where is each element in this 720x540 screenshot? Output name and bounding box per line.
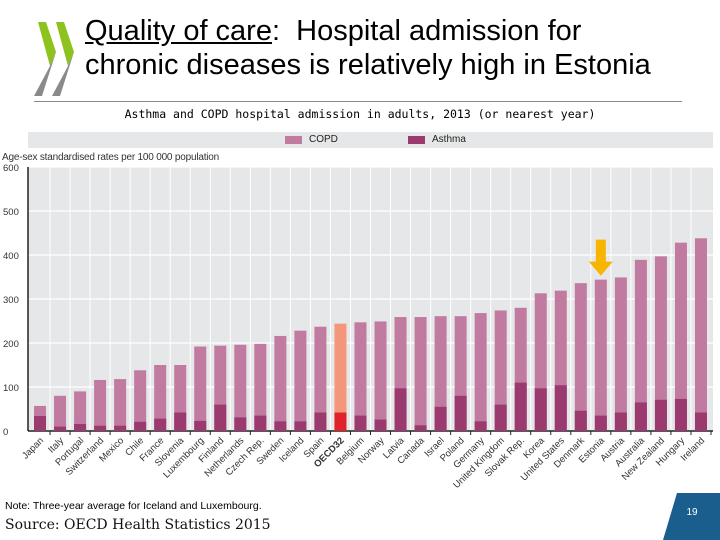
chart-title: Asthma and COPD hospital admission in ad… <box>124 107 596 121</box>
title-line2: chronic diseases is relatively high in E… <box>85 49 651 81</box>
bar-asthma <box>254 415 267 431</box>
bar-copd <box>354 322 367 431</box>
bar-asthma <box>614 412 627 431</box>
bar-copd <box>294 330 307 431</box>
bar-asthma <box>594 415 607 431</box>
bar-asthma <box>534 388 547 431</box>
bar-copd <box>54 395 67 431</box>
highlight-arrow-icon <box>588 239 613 276</box>
bar-copd <box>614 277 627 431</box>
legend-swatch-asthma <box>408 136 425 144</box>
y-tick-label: 300 <box>3 295 19 306</box>
source-text: Source: OECD Health Statistics 2015 <box>5 517 271 533</box>
bar-asthma <box>414 425 427 431</box>
bar-copd <box>594 279 607 431</box>
bar-asthma <box>574 410 587 431</box>
bar-asthma <box>94 425 107 431</box>
bar-copd <box>654 256 667 431</box>
oecd-logo <box>34 22 74 96</box>
bar-asthma <box>434 406 447 431</box>
bar-copd <box>634 259 647 431</box>
y-tick-label: 400 <box>3 251 19 262</box>
bar-copd <box>434 316 447 431</box>
chart-legend: COPD Asthma <box>28 132 713 148</box>
bar-asthma <box>654 399 667 431</box>
bar-asthma <box>154 418 167 431</box>
bar-asthma <box>374 419 387 431</box>
bar-asthma <box>174 412 187 431</box>
footnote: Note: Three-year average for Iceland and… <box>5 500 262 512</box>
bar-asthma <box>354 415 367 431</box>
bar-copd <box>574 283 587 431</box>
bar-copd <box>414 317 427 431</box>
y-tick-label: 100 <box>3 383 19 394</box>
bar-copd <box>134 370 147 431</box>
bar-copd <box>474 313 487 431</box>
bar-asthma <box>334 412 347 431</box>
logo-chevron-green-left <box>38 22 56 66</box>
bar-asthma <box>694 412 707 431</box>
legend-swatch-copd <box>285 136 302 144</box>
bar-asthma <box>74 423 87 431</box>
bar-asthma <box>214 404 227 431</box>
bar-copd <box>154 365 167 431</box>
y-axis-label: Age-sex standardised rates per 100 000 p… <box>2 152 220 163</box>
bar-asthma <box>634 402 647 431</box>
y-tick-label: 500 <box>3 207 19 218</box>
logo-chevron-green-right <box>56 22 74 66</box>
bar-asthma <box>134 421 147 431</box>
bar-asthma <box>114 425 127 431</box>
bar-asthma <box>454 395 467 431</box>
bar-copd <box>74 391 87 431</box>
bar-asthma <box>314 412 327 431</box>
bar-asthma <box>274 421 287 431</box>
title-divider <box>34 101 682 102</box>
bar-copd <box>334 323 347 431</box>
x-tick-label: Japan <box>20 435 46 461</box>
slide-title: Quality of care: Hospital admission for … <box>85 14 651 82</box>
bar-asthma <box>514 382 527 431</box>
bar-copd <box>194 346 207 431</box>
bar-copd <box>494 310 507 431</box>
bar-asthma <box>54 426 67 431</box>
y-tick-label: 0 <box>3 427 8 438</box>
bar-asthma <box>34 416 47 431</box>
bar-asthma <box>394 388 407 431</box>
bar-copd <box>94 379 107 431</box>
bar-asthma <box>194 420 207 431</box>
legend-label-asthma: Asthma <box>432 134 466 145</box>
legend-label-copd: COPD <box>309 134 338 145</box>
page-number-box <box>663 493 720 540</box>
title-underlined: Quality of care <box>85 15 272 47</box>
bar-asthma <box>234 417 247 431</box>
bar-copd <box>274 335 287 431</box>
bar-asthma <box>294 421 307 431</box>
bar-copd <box>674 242 687 431</box>
bar-asthma <box>674 398 687 431</box>
bar-copd <box>234 344 247 431</box>
bar-copd <box>314 326 327 431</box>
y-tick-label: 600 <box>3 163 19 174</box>
y-tick-label: 200 <box>3 339 19 350</box>
bar-copd <box>694 238 707 431</box>
bar-copd <box>114 379 127 431</box>
bar-copd <box>254 343 267 431</box>
page-number: 19 <box>686 507 698 518</box>
bar-asthma <box>494 404 507 431</box>
title-rest: : Hospital admission for <box>271 15 582 47</box>
bar-copd <box>374 321 387 431</box>
bar-asthma <box>474 421 487 431</box>
bar-asthma <box>554 385 567 431</box>
